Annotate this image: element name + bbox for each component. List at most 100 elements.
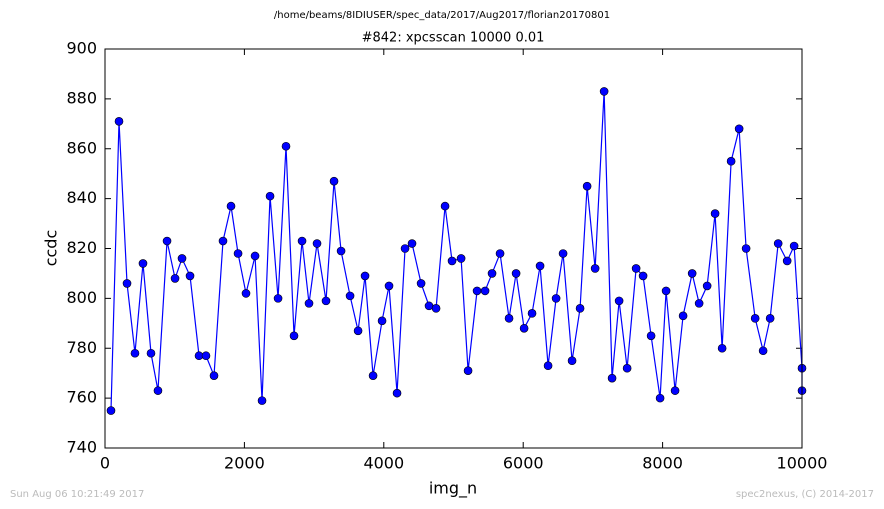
data-point <box>480 286 490 296</box>
data-point <box>678 311 688 321</box>
chart-title: #842: xpcsscan 10000 0.01 <box>362 31 545 46</box>
data-point <box>170 274 180 283</box>
data-point <box>416 279 426 288</box>
plot-frame <box>104 48 803 449</box>
data-point <box>495 249 505 258</box>
data-point <box>233 249 243 258</box>
data-point <box>782 256 792 266</box>
data-point <box>353 326 363 336</box>
data-point <box>535 261 545 271</box>
data-point <box>218 236 228 246</box>
y-tick-label: 820 <box>66 238 97 257</box>
y-tick-label: 800 <box>66 288 97 307</box>
data-point <box>527 309 537 318</box>
data-point <box>687 269 697 278</box>
y-tick-label: 860 <box>66 138 97 157</box>
data-point <box>622 363 632 373</box>
data-point <box>345 291 355 301</box>
data-point <box>661 286 671 296</box>
timestamp: Sun Aug 06 10:21:49 2017 <box>10 489 144 500</box>
x-tick-label: 4000 <box>363 454 404 473</box>
data-point <box>368 371 378 380</box>
data-point <box>185 271 195 281</box>
data-point <box>694 299 704 308</box>
data-point <box>447 256 457 266</box>
data-point <box>209 371 219 380</box>
data-point <box>273 294 283 303</box>
data-point <box>329 176 339 186</box>
data-point <box>734 124 744 134</box>
data-point <box>607 373 617 383</box>
data-point <box>153 386 163 395</box>
x-tick-label: 6000 <box>503 454 544 473</box>
data-point <box>377 316 387 326</box>
data-point <box>138 259 148 268</box>
data-point <box>384 281 394 291</box>
data-point <box>702 281 712 291</box>
data-point <box>146 348 156 358</box>
x-axis-label: img_n <box>429 479 477 499</box>
data-point <box>162 236 172 246</box>
data-point <box>504 314 514 323</box>
data-point <box>177 254 187 263</box>
data-point <box>201 351 211 361</box>
y-tick-label: 760 <box>66 388 97 407</box>
credit: spec2nexus, (C) 2014-2017 <box>736 489 874 500</box>
data-point <box>289 331 299 341</box>
y-tick-label: 880 <box>66 88 97 107</box>
data-point <box>741 244 751 253</box>
data-point <box>726 156 736 166</box>
data-point <box>122 279 132 288</box>
data-point <box>241 289 251 298</box>
data-point <box>558 249 568 258</box>
y-tick-label: 900 <box>66 39 97 58</box>
data-point <box>487 269 497 278</box>
data-point <box>614 296 624 306</box>
data-point <box>250 251 260 261</box>
data-point <box>456 254 466 263</box>
data-point <box>551 294 561 303</box>
data-point <box>265 191 275 201</box>
data-point <box>631 264 641 273</box>
data-point <box>106 406 116 415</box>
data-point <box>543 361 553 371</box>
data-point <box>638 271 648 281</box>
x-tick-label: 0 <box>100 454 110 473</box>
y-tick-label: 780 <box>66 338 97 357</box>
data-point <box>472 286 482 296</box>
data-point <box>646 331 656 341</box>
data-point <box>750 314 760 323</box>
data-point <box>773 239 783 248</box>
data-point <box>670 386 680 395</box>
data-point <box>758 346 768 356</box>
data-point <box>440 201 450 211</box>
data-point <box>710 209 720 218</box>
data-point <box>130 348 140 358</box>
data-point <box>281 141 291 151</box>
y-tick-label: 740 <box>66 438 97 457</box>
data-point <box>321 296 331 306</box>
data-point <box>655 393 665 403</box>
y-tick-label: 840 <box>66 188 97 207</box>
data-point <box>599 87 609 96</box>
data-point <box>392 388 402 398</box>
data-point <box>400 244 410 253</box>
data-point <box>304 299 314 308</box>
data-point <box>582 181 592 191</box>
y-axis-label: ccdc <box>42 230 61 267</box>
x-tick-label: 8000 <box>642 454 683 473</box>
data-point <box>312 239 322 248</box>
x-tick-label: 10000 <box>777 454 828 473</box>
data-point <box>226 201 236 211</box>
data-point <box>257 396 267 405</box>
data-point <box>511 269 521 278</box>
data-point <box>360 271 370 281</box>
data-point <box>114 117 124 126</box>
data-point <box>789 241 799 251</box>
data-point <box>519 323 529 333</box>
data-point <box>431 304 441 313</box>
data-point <box>567 356 577 366</box>
data-point <box>765 314 775 323</box>
